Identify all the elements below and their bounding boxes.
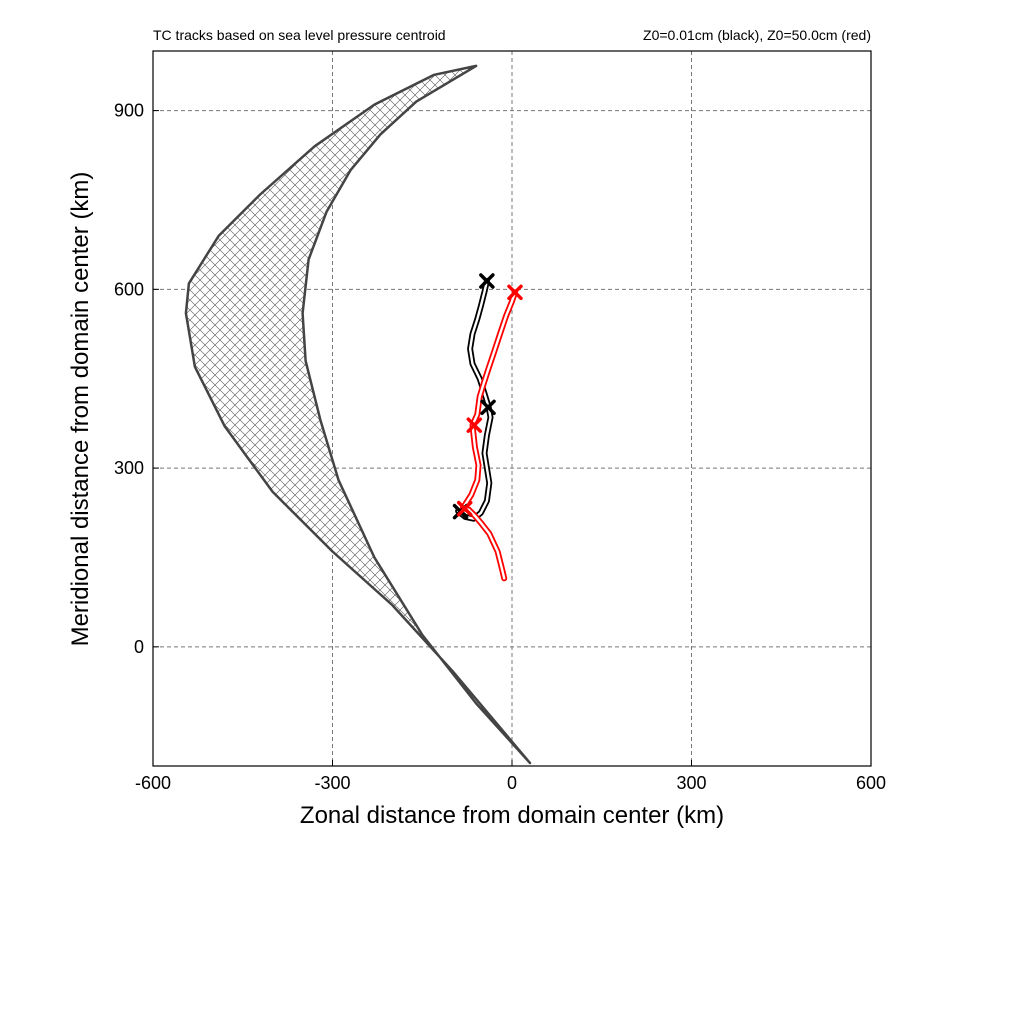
y-tick-labels: 0 300 600 900 (114, 101, 159, 657)
track-series (455, 278, 518, 582)
x-tick-label: 300 (676, 773, 706, 793)
x-tick-labels: -600 -300 0 300 600 (135, 760, 886, 793)
y-tick-label: 0 (134, 637, 144, 657)
series-line-core (456, 279, 492, 520)
shaded-region (184, 64, 532, 765)
x-axis-label: Zonal distance from domain center (km) (300, 802, 724, 829)
chart-title-right: Z0=0.01cm (black), Z0=50.0cm (red) (643, 27, 871, 43)
y-tick-label: 300 (114, 458, 144, 478)
series-line-core (461, 291, 517, 580)
x-marker (507, 284, 523, 301)
hatched-band (184, 64, 532, 765)
x-tick-label: 600 (856, 773, 886, 793)
y-tick-label: 600 (114, 279, 144, 299)
x-marker (479, 273, 495, 289)
x-marker (480, 399, 496, 416)
x-tick-label: 0 (507, 773, 517, 793)
x-marker (466, 417, 483, 433)
y-tick-label: 900 (114, 101, 144, 121)
x-marker (456, 500, 473, 517)
x-tick-label: -600 (135, 773, 171, 793)
x-tick-label: -300 (314, 773, 350, 793)
chart-title-left: TC tracks based on sea level pressure ce… (153, 27, 446, 43)
y-axis-label: Meridional distance from domain center (… (67, 172, 94, 647)
track-markers (452, 273, 523, 520)
